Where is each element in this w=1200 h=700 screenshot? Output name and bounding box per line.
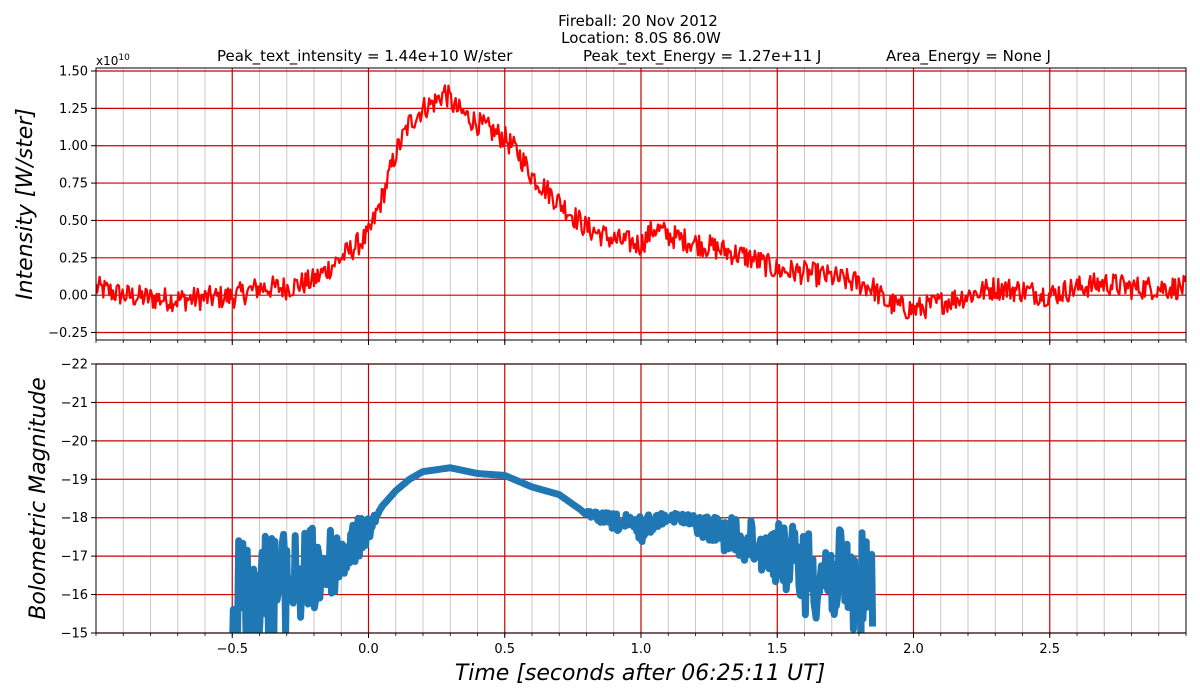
x-axis-title: Time [seconds after 06:25:11 UT] xyxy=(455,661,825,686)
x-tick-label: 0.0 xyxy=(358,642,379,657)
x-tick-label: 2.0 xyxy=(903,642,924,657)
y-tick-label: −19 xyxy=(61,473,88,488)
y-axis-title: Bolometric Magnitude xyxy=(26,377,51,620)
x-tick-label: 2.5 xyxy=(1039,642,1060,657)
chart-title-line2: Location: 8.0S 86.0W xyxy=(561,29,721,47)
chart-title-peak-energy: Peak_text_Energy = 1.27e+11 J xyxy=(583,47,821,66)
y-multiplier-exponent: 10 xyxy=(118,53,130,63)
y-tick-label: −20 xyxy=(61,434,88,449)
y-tick-label: 0.50 xyxy=(59,214,88,229)
y-tick-label: 1.00 xyxy=(59,139,88,154)
x-tick-label: 1.5 xyxy=(767,642,788,657)
y-tick-label: −17 xyxy=(61,550,88,565)
y-tick-label: −22 xyxy=(61,358,88,373)
y-tick-label: −0.25 xyxy=(48,326,88,341)
y-multiplier-label: x1010 xyxy=(96,53,130,68)
plot-frame xyxy=(95,363,1187,634)
intensity-series-line xyxy=(96,84,1186,320)
y-axis-title: Intensity [W/ster] xyxy=(13,108,38,300)
chart-title-peak-intensity: Peak_text_intensity = 1.44e+10 W/ster xyxy=(217,47,513,66)
y-tick-label: −18 xyxy=(61,511,88,526)
y-tick-label: −15 xyxy=(61,627,88,642)
y-tick-label: 1.50 xyxy=(59,64,88,79)
plot-frame xyxy=(95,67,1187,341)
y-tick-label: 0.25 xyxy=(59,251,88,266)
y-tick-label: 0.75 xyxy=(59,177,88,192)
x-tick-label: 0.5 xyxy=(494,642,515,657)
magnitude-panel: −0.5 0.0 0.5 1.0 1.5 2.0 2.5 −22 −21 −20 −19 −18 −17… xyxy=(26,358,1187,657)
y-tick-label: 0.00 xyxy=(59,289,88,304)
magnitude-series-line xyxy=(229,464,877,633)
x-tick-label: −0.5 xyxy=(216,642,248,657)
intensity-panel: −0.25 0.00 0.25 0.50 0.75 1.00 1.25 1.50 Intensi… xyxy=(13,53,1187,345)
y-tick-label: −21 xyxy=(61,396,88,411)
x-tick-label: 1.0 xyxy=(631,642,652,657)
y-tick-label: −16 xyxy=(61,588,88,603)
chart-title-area-energy: Area_Energy = None J xyxy=(886,47,1051,66)
y-tick-label: 1.25 xyxy=(59,102,88,117)
chart-title-line1: Fireball: 20 Nov 2012 xyxy=(558,12,718,30)
